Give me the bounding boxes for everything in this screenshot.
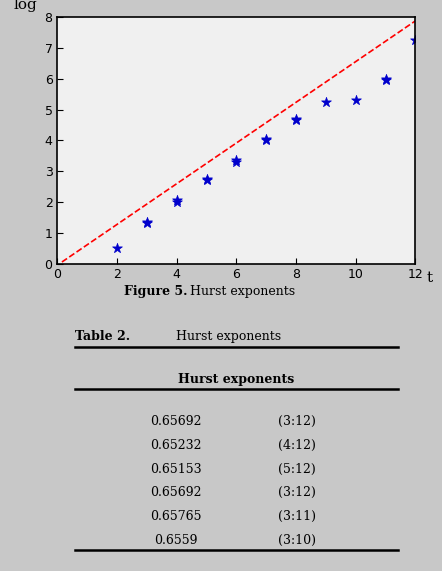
- Text: 0.65692: 0.65692: [150, 415, 202, 428]
- Point: [114, 244, 121, 253]
- Text: (3:12): (3:12): [278, 486, 316, 499]
- Point: [143, 218, 150, 227]
- Point: [352, 96, 359, 105]
- Text: 0.65692: 0.65692: [150, 486, 202, 499]
- Text: (5:12): (5:12): [278, 463, 316, 476]
- Point: [233, 156, 240, 165]
- Point: [173, 196, 180, 205]
- Point: [293, 116, 300, 125]
- Point: [203, 176, 210, 185]
- Text: (4:12): (4:12): [278, 439, 316, 452]
- Point: [293, 114, 300, 123]
- Text: 0.6559: 0.6559: [154, 533, 198, 546]
- Point: [322, 97, 329, 106]
- Text: (3:10): (3:10): [278, 533, 316, 546]
- Point: [173, 198, 180, 207]
- Text: (3:11): (3:11): [278, 510, 316, 523]
- Point: [263, 136, 270, 145]
- Text: Table 2.: Table 2.: [75, 330, 130, 343]
- Point: [203, 174, 210, 183]
- Y-axis label: log: log: [13, 0, 37, 12]
- Point: [382, 74, 389, 83]
- Point: [263, 134, 270, 143]
- Text: 0.65765: 0.65765: [150, 510, 202, 523]
- Text: 0.65232: 0.65232: [150, 439, 202, 452]
- Text: 0.65153: 0.65153: [150, 463, 202, 476]
- Text: Hurst exponents: Hurst exponents: [172, 330, 281, 343]
- Point: [412, 35, 419, 45]
- Point: [233, 158, 240, 167]
- Point: [382, 76, 389, 85]
- Text: Figure 5.: Figure 5.: [124, 285, 187, 298]
- Text: (3:12): (3:12): [278, 415, 316, 428]
- Text: t: t: [426, 271, 432, 285]
- Text: Hurst exponents: Hurst exponents: [186, 285, 295, 298]
- Text: Hurst exponents: Hurst exponents: [178, 373, 295, 385]
- Point: [143, 219, 150, 228]
